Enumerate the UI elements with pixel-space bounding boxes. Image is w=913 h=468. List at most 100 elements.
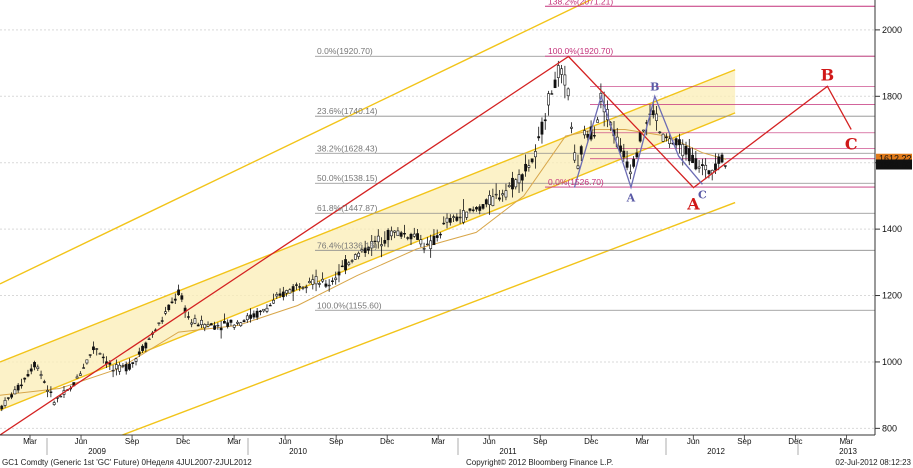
candle-body [429, 240, 433, 249]
candle-body [465, 211, 469, 218]
candle-body [579, 146, 583, 155]
candle-body [173, 298, 177, 301]
candle-body [26, 374, 30, 377]
candle-body [700, 164, 704, 167]
fib-label-pink: 0.0%(1526.70) [548, 177, 604, 187]
copyright-label: Copyright© 2012 Bloomberg Finance L.P. [466, 458, 613, 467]
last-price-tag [876, 159, 912, 170]
candle-body [389, 230, 393, 237]
candle-body [560, 68, 564, 75]
candle-body [219, 327, 223, 331]
candle-body [317, 283, 321, 285]
channel-line [0, 112, 736, 411]
candle-body [494, 193, 498, 196]
candle-body [33, 362, 36, 368]
candle-body [576, 165, 580, 169]
candle-body [668, 138, 672, 145]
candle-body [324, 283, 328, 287]
fib-label: 23.6%(1740.14) [317, 106, 378, 116]
y-tick-label: 1800 [882, 91, 902, 101]
candle-body [137, 351, 141, 355]
candle-body [376, 235, 380, 243]
candle-body [363, 247, 367, 254]
x-tick-label: Dec [788, 437, 802, 446]
x-tick-label: Sep [329, 437, 344, 446]
candle-body [586, 133, 590, 138]
candle-body [52, 402, 56, 405]
candle-body [118, 364, 122, 372]
candle-body [707, 170, 711, 175]
candle-body [170, 301, 174, 303]
candle-body [380, 244, 383, 247]
candle-body [101, 356, 105, 359]
candle-body [206, 324, 210, 327]
candle-body [259, 310, 262, 313]
candle-body [36, 366, 40, 369]
x-tick-label: Mar [431, 437, 445, 446]
candle-body [537, 136, 541, 139]
candle-body [301, 287, 305, 289]
candle-body [520, 174, 524, 181]
candle-body [147, 338, 151, 340]
fib-label: 50.0%(1538.15) [317, 173, 378, 183]
candle-body [131, 362, 135, 364]
x-tick-label: Jun [483, 437, 496, 446]
candle-body [714, 163, 717, 171]
candle-body [507, 185, 511, 188]
x-tick-label: Mar [227, 437, 241, 446]
fib-label-pink: 138.2%(2071.21) [548, 0, 613, 6]
candle-body [265, 307, 269, 312]
channel-line [0, 69, 736, 363]
candle-body [39, 374, 43, 376]
candle-body [540, 121, 544, 135]
candle-body [661, 133, 665, 142]
candle-body [209, 323, 213, 326]
candle-body [403, 233, 406, 235]
candle-body [684, 145, 688, 155]
candle-body [360, 249, 364, 252]
candle-body [6, 397, 10, 399]
y-tick-label: 2000 [882, 25, 902, 35]
fib-label: 76.4%(1336.16) [317, 240, 378, 250]
candle-body [285, 290, 289, 294]
candle-body [245, 315, 249, 320]
candle-body [141, 345, 144, 351]
fib-label: 0.0%(1920.70) [317, 46, 373, 56]
candle-body [186, 316, 190, 318]
candle-body [458, 216, 462, 219]
candle-body [527, 165, 531, 168]
candle-body [121, 365, 125, 367]
candle-body [347, 262, 351, 265]
candle-body [268, 304, 272, 307]
candle-body [216, 324, 220, 327]
candle-body [687, 148, 691, 162]
candle-body [373, 240, 377, 243]
candle-body [232, 324, 236, 328]
candle-body [278, 293, 282, 296]
candle-body [124, 364, 128, 372]
candle-body [13, 389, 17, 395]
candle-body [59, 395, 63, 398]
candle-body [504, 190, 508, 198]
candle-body [468, 208, 472, 211]
candle-body [638, 132, 642, 142]
y-tick-label: 1000 [882, 357, 902, 367]
candle-body [203, 324, 207, 329]
channel-line [120, 201, 736, 435]
candle-body [484, 199, 488, 205]
candle-body [291, 286, 295, 292]
candle-body [439, 233, 442, 236]
y-tick-label: 1400 [882, 224, 902, 234]
candle-body [632, 158, 636, 167]
candle-body [75, 376, 79, 379]
year-label: 2013 [839, 447, 857, 456]
fib-labels: 0.0%(1920.70) 23.6%(1740.14) 38.2%(1628.43… [317, 0, 613, 310]
candle-body [370, 241, 374, 249]
y-axis-ticks: 800100012001400160018002000 [875, 25, 902, 433]
prev-price-tag [876, 153, 912, 163]
candle-body [3, 400, 7, 406]
candle-body [340, 265, 344, 268]
candle-body [642, 129, 645, 132]
x-tick-label: Sep [125, 437, 140, 446]
